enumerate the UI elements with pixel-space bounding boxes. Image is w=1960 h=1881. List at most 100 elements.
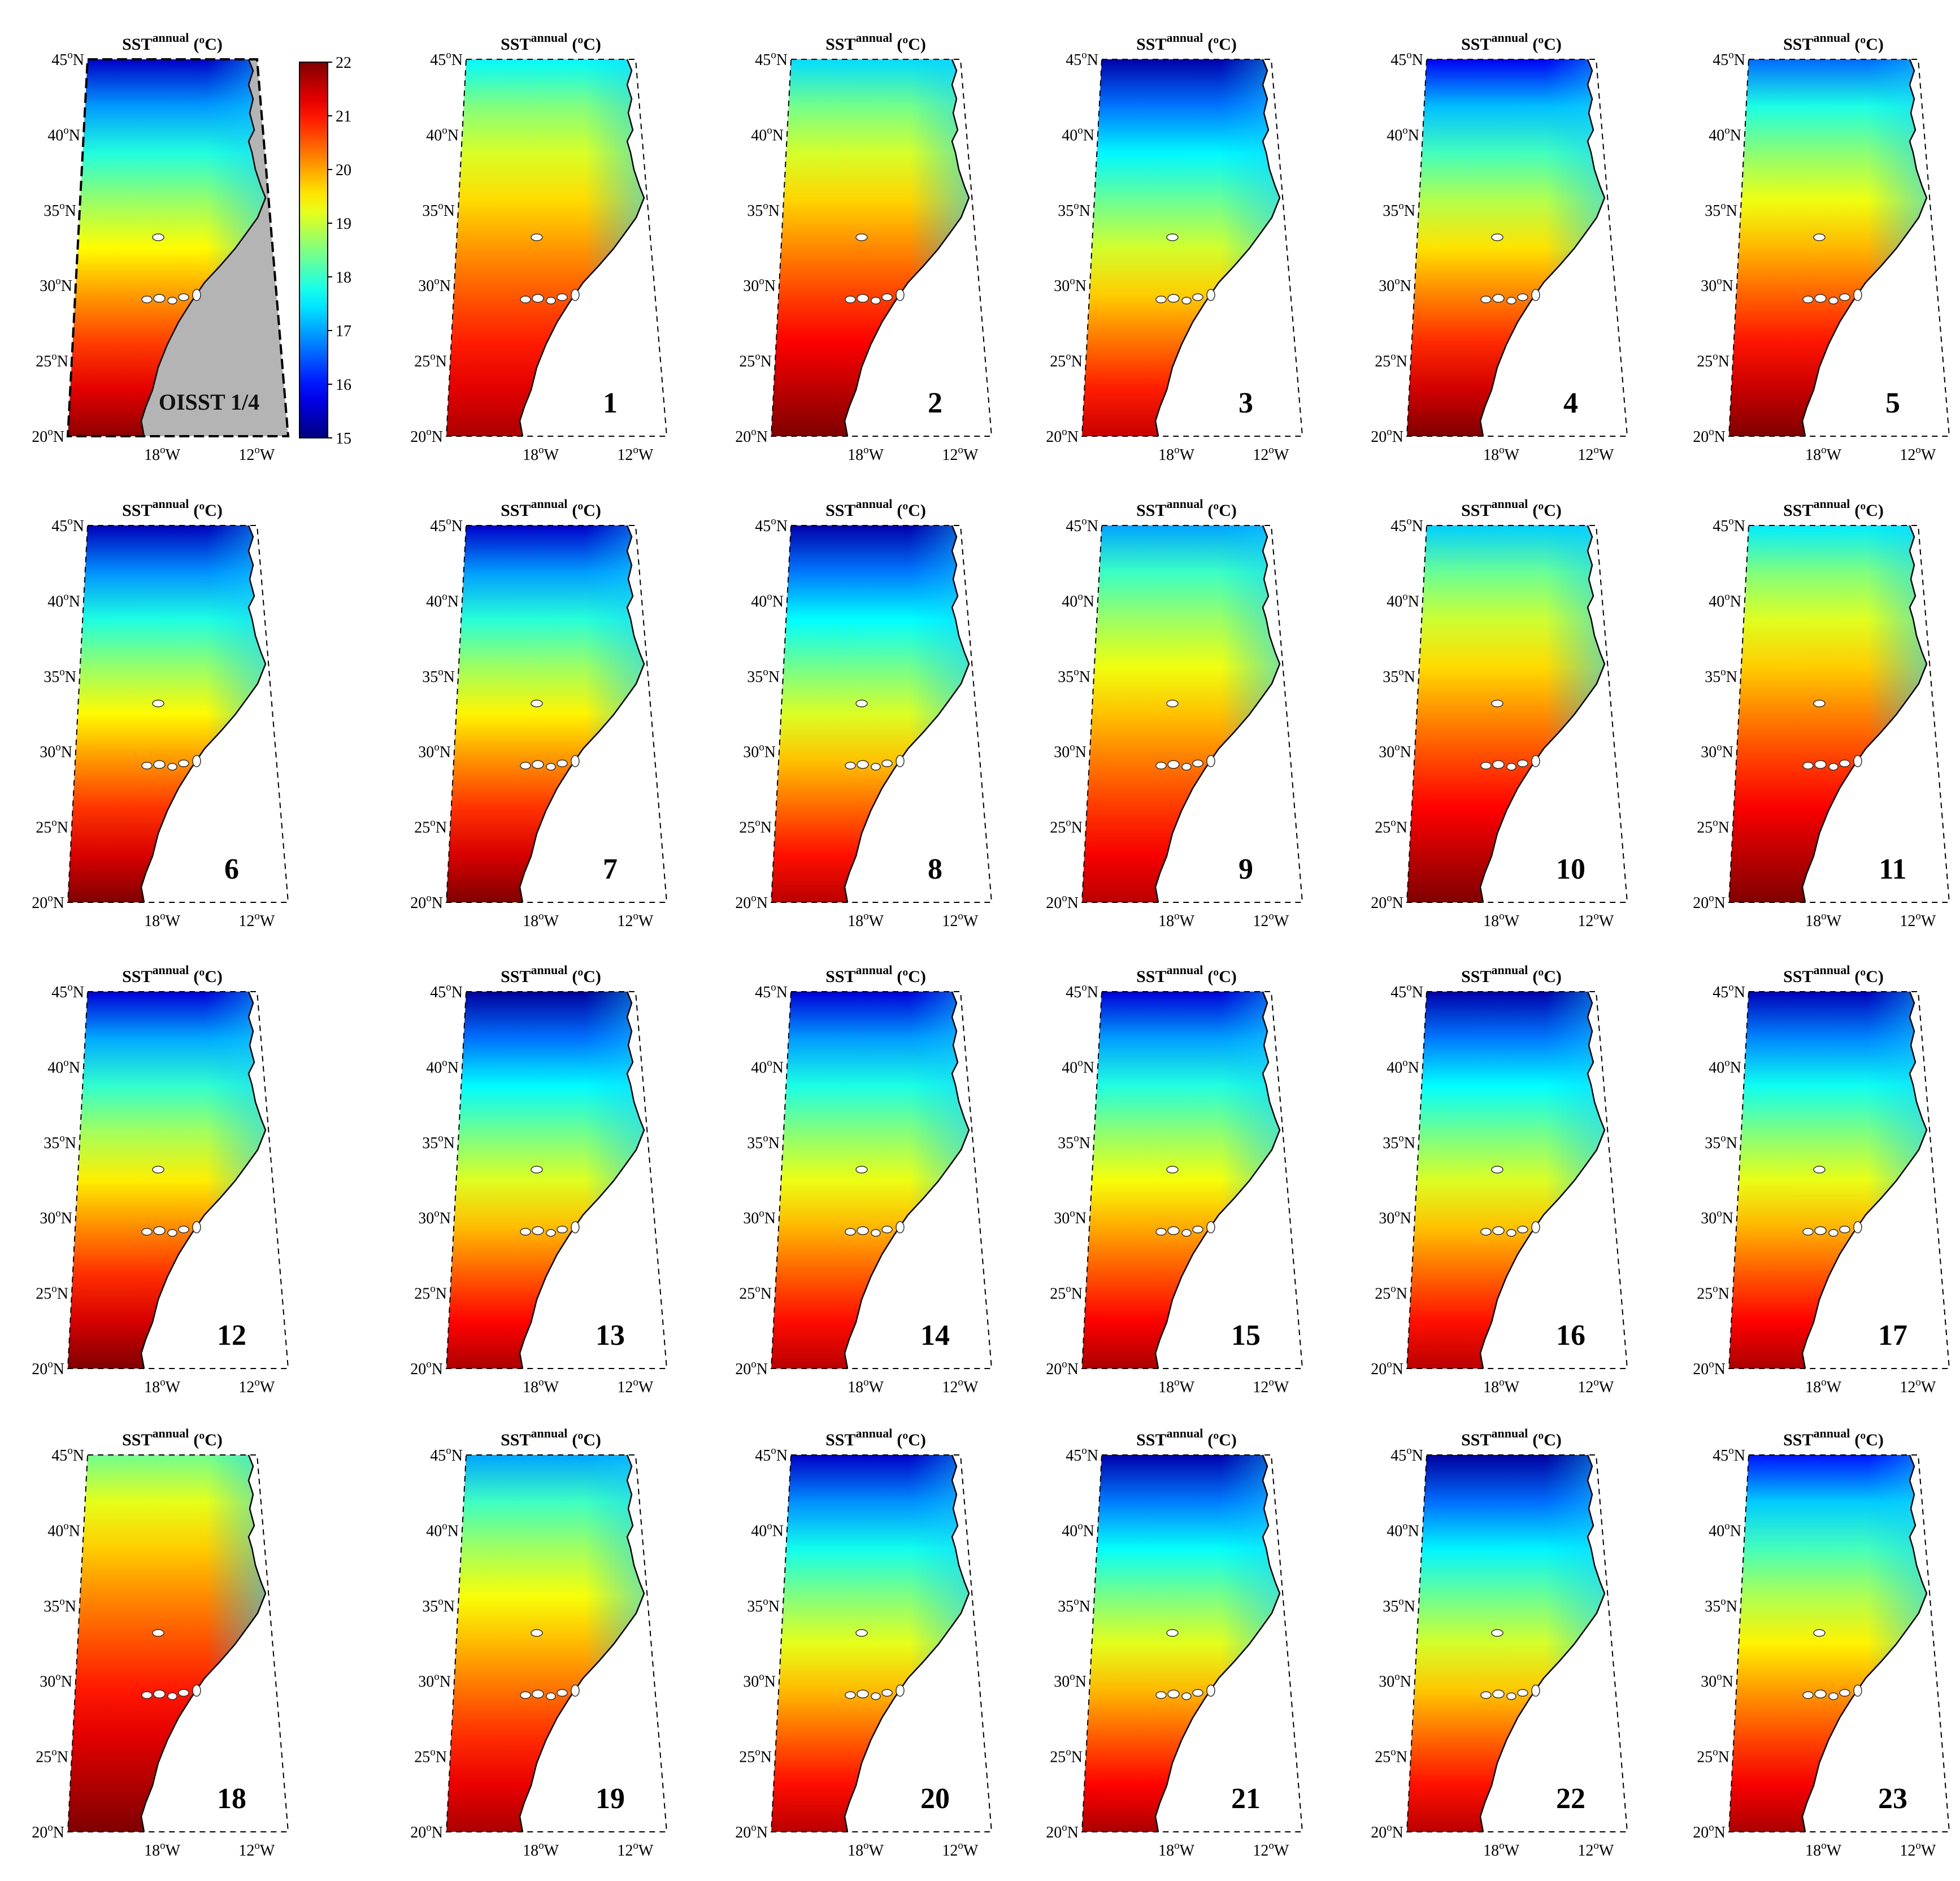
island bbox=[1828, 297, 1839, 305]
island bbox=[871, 1692, 881, 1700]
lat-tick-label: 30oN bbox=[1379, 1207, 1411, 1227]
lat-tick-label: 45oN bbox=[1390, 49, 1423, 69]
lat-tick-label: 35oN bbox=[1058, 666, 1090, 686]
lat-tick-label: 40oN bbox=[47, 1520, 80, 1540]
panel-number: 15 bbox=[1231, 1319, 1261, 1352]
island bbox=[881, 293, 893, 301]
island bbox=[520, 762, 531, 770]
panel-title: SSTannual (ºC) bbox=[1783, 963, 1884, 986]
colorbar-tick-label: 16 bbox=[336, 376, 351, 394]
lon-tick-label: 12oW bbox=[617, 1376, 654, 1396]
panel-number: 4 bbox=[1563, 387, 1578, 419]
island bbox=[1828, 1229, 1839, 1237]
upwelling-band bbox=[1729, 525, 1927, 902]
panel-oisst: SSTannual (ºC) 45oN 40oN 35oN 30oN 25oN 20oN 18o… bbox=[32, 31, 290, 464]
lat-tick-label: 25oN bbox=[1375, 351, 1407, 371]
lon-tick-label: 12oW bbox=[1577, 444, 1614, 464]
lat-tick-label: 35oN bbox=[44, 1596, 76, 1615]
map-frame bbox=[445, 525, 668, 903]
lat-tick-label: 40oN bbox=[426, 590, 459, 610]
lat-tick-label: 20oN bbox=[410, 1358, 443, 1378]
island bbox=[532, 1226, 544, 1235]
upwelling-band bbox=[1729, 59, 1927, 436]
panel-number: 2 bbox=[928, 387, 942, 419]
map-frame bbox=[1081, 1454, 1303, 1832]
island bbox=[178, 1226, 189, 1233]
lon-tick-label: 12oW bbox=[238, 910, 275, 930]
panel-3: SSTannual (ºC) 45oN 40oN 35oN 30oN 25oN 20oN 18o… bbox=[1046, 31, 1303, 464]
lat-tick-label: 30oN bbox=[743, 275, 776, 295]
panel-number: 6 bbox=[224, 853, 239, 885]
island bbox=[546, 1229, 556, 1237]
lon-tick-label: 18oW bbox=[848, 1840, 884, 1860]
lon-tick-label: 12oW bbox=[617, 444, 654, 464]
coastline bbox=[519, 59, 645, 437]
island bbox=[1517, 293, 1528, 301]
lon-tick-label: 12oW bbox=[238, 1376, 275, 1396]
lat-tick-label: 30oN bbox=[418, 275, 451, 295]
lat-tick-label: 35oN bbox=[1705, 666, 1737, 686]
lat-tick-label: 35oN bbox=[747, 666, 780, 686]
map-frame bbox=[1081, 59, 1303, 437]
island bbox=[1167, 294, 1180, 303]
panel-11: SSTannual (ºC) 45oN 40oN 35oN 30oN 25oN 20oN 18o… bbox=[1693, 497, 1950, 930]
panel-14: SSTannual (ºC) 45oN 40oN 35oN 30oN 25oN 20oN 18o… bbox=[735, 963, 993, 1396]
island bbox=[1814, 1689, 1827, 1698]
island bbox=[520, 1691, 531, 1699]
lat-tick-label: 30oN bbox=[1054, 1671, 1087, 1691]
island bbox=[1155, 1691, 1167, 1699]
land bbox=[845, 525, 992, 902]
panel-number: 7 bbox=[603, 853, 618, 885]
island bbox=[1531, 1684, 1540, 1697]
lon-tick-label: 18oW bbox=[523, 1376, 559, 1396]
lat-tick-label: 45oN bbox=[1066, 515, 1098, 535]
lon-tick-label: 12oW bbox=[617, 1840, 654, 1860]
lat-tick-label: 45oN bbox=[755, 1445, 788, 1465]
lon-tick-label: 12oW bbox=[1253, 1840, 1289, 1860]
island bbox=[1506, 1229, 1516, 1237]
lat-tick-label: 45oN bbox=[755, 981, 788, 1001]
lat-tick-label: 35oN bbox=[1705, 1132, 1737, 1152]
map-frame bbox=[67, 991, 289, 1369]
map-frame bbox=[1728, 525, 1950, 903]
island bbox=[1166, 1629, 1179, 1637]
lat-tick-label: 20oN bbox=[1693, 1822, 1726, 1841]
upwelling-band bbox=[68, 1455, 266, 1832]
island bbox=[896, 1684, 905, 1697]
colorbar: 22 21 20 19 18 17 16 15 bbox=[299, 54, 351, 448]
coastline bbox=[140, 991, 267, 1369]
lat-tick-label: 25oN bbox=[739, 351, 772, 371]
lat-tick-label: 30oN bbox=[418, 741, 451, 761]
map-frame bbox=[1728, 1454, 1950, 1832]
island bbox=[1181, 297, 1192, 305]
coastline bbox=[844, 525, 970, 903]
island bbox=[1181, 763, 1192, 771]
coastline bbox=[140, 59, 267, 437]
island bbox=[1517, 1226, 1528, 1233]
lat-tick-label: 40oN bbox=[751, 1520, 784, 1540]
land bbox=[1480, 59, 1627, 436]
upwelling-band bbox=[68, 59, 266, 436]
lat-tick-label: 20oN bbox=[1371, 1822, 1403, 1841]
lon-tick-label: 18oW bbox=[1805, 1840, 1842, 1860]
island bbox=[152, 1166, 164, 1174]
lon-tick-label: 12oW bbox=[942, 444, 979, 464]
lat-tick-label: 20oN bbox=[735, 1358, 768, 1378]
island bbox=[845, 762, 856, 770]
land bbox=[1480, 992, 1627, 1369]
lat-tick-label: 45oN bbox=[755, 49, 788, 69]
island bbox=[1839, 1226, 1850, 1233]
lat-tick-label: 45oN bbox=[1713, 515, 1745, 535]
coastline bbox=[1479, 991, 1606, 1369]
lat-tick-label: 45oN bbox=[1390, 515, 1423, 535]
island bbox=[1155, 762, 1167, 770]
lat-tick-label: 45oN bbox=[1390, 1445, 1423, 1465]
island bbox=[571, 755, 580, 767]
upwelling-band bbox=[68, 525, 266, 902]
colorbar-tick-label: 17 bbox=[336, 323, 351, 340]
lat-tick-label: 25oN bbox=[739, 1747, 772, 1766]
panel-number: 8 bbox=[928, 853, 942, 885]
panel-number: 19 bbox=[596, 1783, 625, 1815]
lat-tick-label: 30oN bbox=[1379, 741, 1411, 761]
